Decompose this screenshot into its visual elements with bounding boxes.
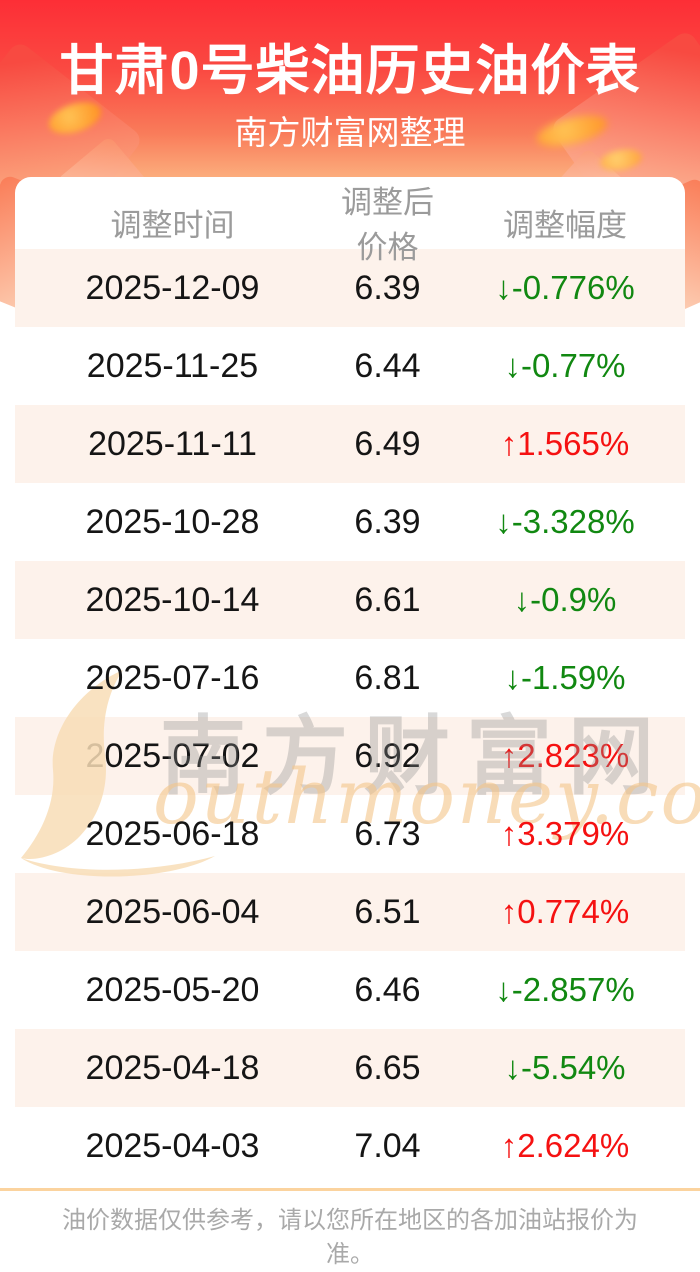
- row-change: ↓-0.9%: [513, 581, 617, 618]
- row-date: 2025-04-18: [85, 1048, 260, 1087]
- price-table-panel: 调整时间 调整后价格 调整幅度 2025-12-09 6.39 ↓-0.776%…: [15, 177, 700, 1185]
- table-row: 2025-06-18 6.73 ↑3.379%: [15, 795, 685, 873]
- row-date: 2025-06-18: [85, 814, 260, 853]
- row-price: 7.04: [354, 1126, 421, 1165]
- row-change: ↓-1.59%: [504, 659, 626, 696]
- row-change: ↑2.823%: [500, 737, 630, 774]
- footer-divider: [0, 1188, 700, 1191]
- row-change: ↑3.379%: [500, 815, 630, 852]
- table-row: 2025-07-02 6.92 ↑2.823%: [15, 717, 685, 795]
- row-price: 6.81: [354, 658, 421, 697]
- column-header-price: 调整后价格: [341, 185, 434, 265]
- row-date: 2025-04-03: [85, 1126, 260, 1165]
- table-row: 2025-05-20 6.46 ↓-2.857%: [15, 951, 685, 1029]
- row-price: 6.73: [354, 814, 421, 853]
- page-subtitle: 南方财富网整理: [234, 114, 466, 151]
- table-row: 2025-04-18 6.65 ↓-5.54%: [15, 1029, 685, 1107]
- row-change: ↑2.624%: [500, 1127, 630, 1164]
- row-date: 2025-06-04: [85, 892, 260, 931]
- row-change: ↑1.565%: [500, 425, 630, 462]
- table-row: 2025-04-03 7.04 ↑2.624%: [15, 1107, 685, 1185]
- row-change: ↓-5.54%: [504, 1049, 626, 1086]
- row-date: 2025-10-14: [85, 580, 260, 619]
- row-price: 6.61: [354, 580, 421, 619]
- row-price: 6.92: [354, 736, 421, 775]
- row-price: 6.39: [354, 502, 421, 541]
- row-date: 2025-05-20: [85, 970, 260, 1009]
- row-price: 6.65: [354, 1048, 421, 1087]
- row-date: 2025-11-11: [88, 424, 257, 463]
- table-row: 2025-11-11 6.49 ↑1.565%: [15, 405, 685, 483]
- row-date: 2025-10-28: [85, 502, 260, 541]
- row-price: 6.39: [354, 268, 421, 307]
- row-price: 6.44: [354, 346, 421, 385]
- page-title: 甘肃0号柴油历史油价表: [59, 41, 641, 101]
- row-date: 2025-11-25: [86, 346, 259, 385]
- table-header-row: 调整时间 调整后价格 调整幅度: [15, 177, 685, 265]
- row-price: 6.46: [354, 970, 421, 1009]
- row-change: ↓-0.776%: [495, 269, 635, 306]
- footer-note: 油价数据仅供参考，请以您所在地区的各加油站报价为准。: [62, 1207, 638, 1268]
- row-change: ↓-2.857%: [495, 971, 635, 1008]
- row-change: ↓-3.328%: [495, 503, 635, 540]
- row-price: 6.49: [354, 424, 421, 463]
- table-row: 2025-11-25 6.44 ↓-0.77%: [15, 327, 685, 405]
- row-price: 6.51: [354, 892, 421, 931]
- table-row: 2025-07-16 6.81 ↓-1.59%: [15, 639, 685, 717]
- row-date: 2025-12-09: [85, 268, 260, 307]
- table-row: 2025-06-04 6.51 ↑0.774%: [15, 873, 685, 951]
- table-row: 2025-10-28 6.39 ↓-3.328%: [15, 483, 685, 561]
- price-table-body: 2025-12-09 6.39 ↓-0.776% 2025-11-25 6.44…: [15, 249, 685, 1185]
- row-change: ↑0.774%: [500, 893, 630, 930]
- row-change: ↓-0.77%: [504, 347, 626, 384]
- column-header-date: 调整时间: [110, 207, 235, 243]
- column-header-change: 调整幅度: [503, 207, 627, 243]
- row-date: 2025-07-16: [85, 658, 260, 697]
- row-date: 2025-07-02: [85, 736, 260, 775]
- table-row: 2025-10-14 6.61 ↓-0.9%: [15, 561, 685, 639]
